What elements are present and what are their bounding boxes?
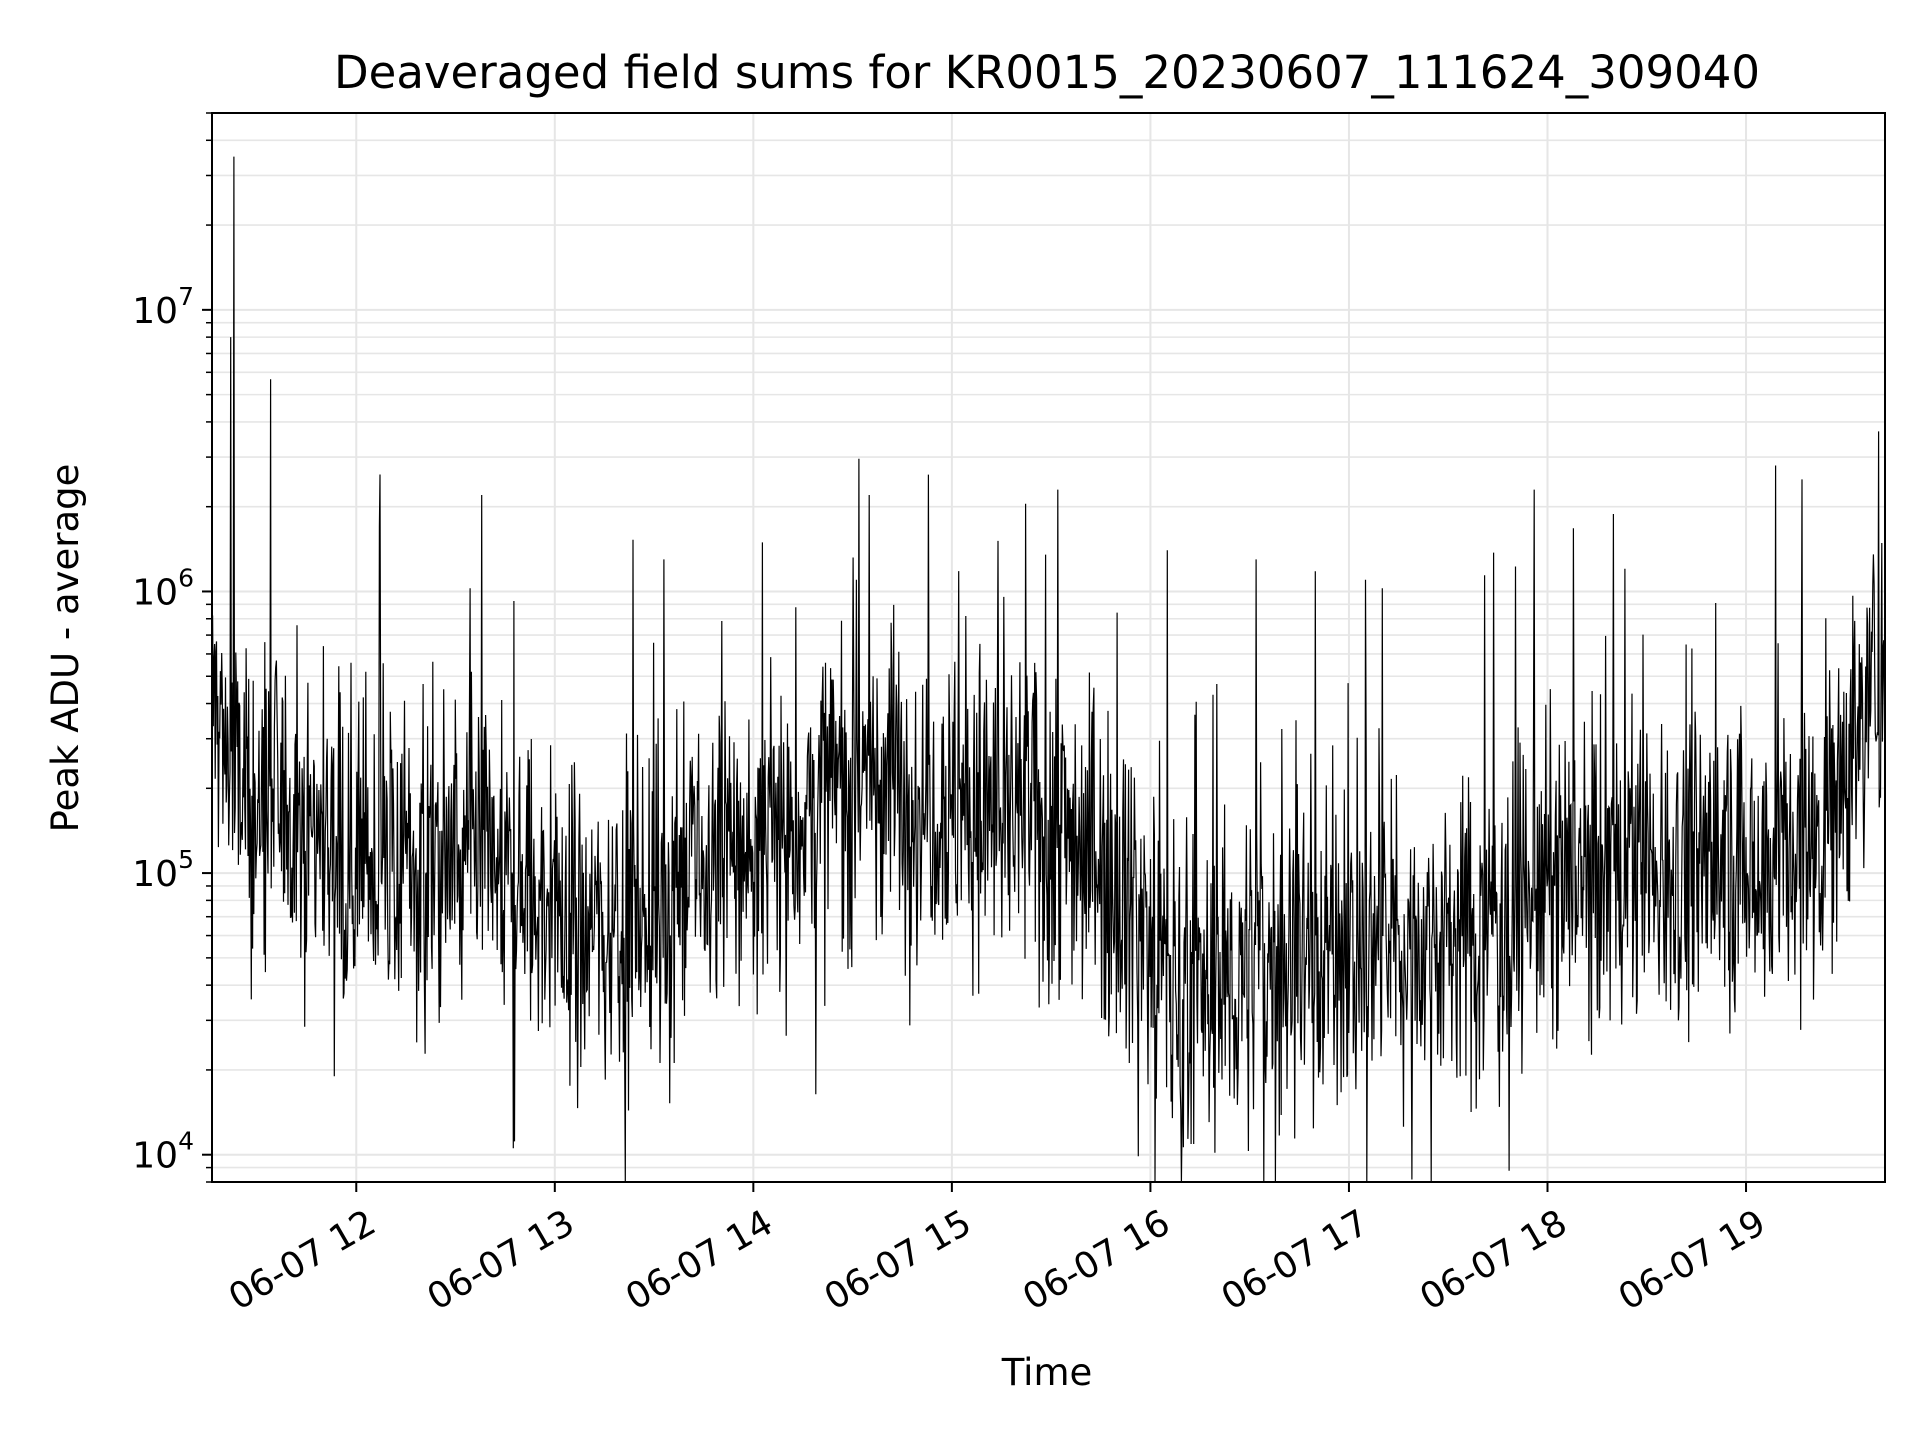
x-axis-label: Time: [1001, 1351, 1093, 1394]
y-tick-exponent: 5: [178, 845, 194, 874]
y-tick-exponent: 4: [178, 1127, 194, 1156]
y-tick-exponent: 7: [178, 282, 194, 311]
y-tick-label: 105: [132, 845, 194, 895]
y-tick-base: 10: [132, 572, 178, 613]
y-tick-label: 106: [132, 563, 194, 613]
axes-frame: [211, 112, 1886, 1183]
y-tick-base: 10: [132, 291, 178, 332]
y-tick-label: 104: [132, 1127, 194, 1177]
chart-title: Deaveraged field sums for KR0015_2023060…: [334, 46, 1760, 99]
y-tick-exponent: 6: [178, 563, 194, 592]
y-tick-label: 107: [132, 282, 194, 332]
plot-area: [211, 156, 1886, 1183]
y-tick-base: 10: [132, 1136, 178, 1177]
series-line: [211, 156, 1886, 1183]
y-tick-base: 10: [132, 854, 178, 895]
y-axis-label: Peak ADU - average: [44, 464, 87, 833]
